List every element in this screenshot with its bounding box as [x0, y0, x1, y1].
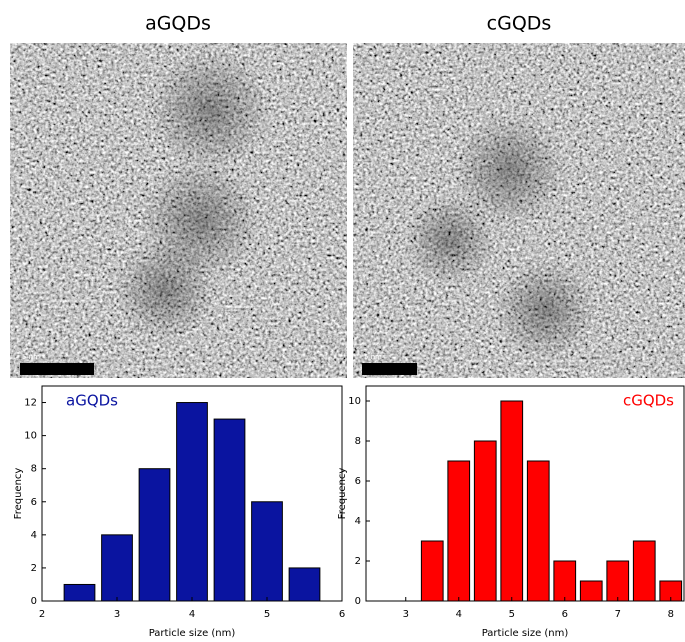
- x-tick-label: 4: [456, 609, 462, 620]
- x-axis-label: Particle size (nm): [482, 628, 569, 639]
- bar: [213, 418, 246, 602]
- y-tick-label: 10: [24, 431, 37, 442]
- bar: [101, 534, 133, 602]
- y-tick-label: 6: [31, 497, 37, 508]
- bar: [526, 460, 550, 602]
- y-axis-label: Frequency: [337, 468, 348, 520]
- y-tick-label: 4: [31, 530, 37, 541]
- scale-bar-label: 5 nm: [364, 353, 382, 361]
- plot-frame: [365, 385, 685, 602]
- x-tick-label: 8: [668, 609, 674, 620]
- x-tick-label: 3: [403, 609, 409, 620]
- x-tick-label: 4: [189, 609, 195, 620]
- bar: [63, 583, 96, 602]
- scale-bar-label: 5 nm: [22, 353, 40, 361]
- bar: [288, 567, 321, 602]
- y-tick-label: 0: [31, 596, 37, 607]
- y-tick-label: 8: [355, 436, 361, 447]
- bar: [500, 400, 524, 602]
- legend-label: cGQDs: [623, 392, 674, 410]
- bar: [251, 501, 283, 602]
- bar: [447, 460, 471, 602]
- y-tick-label: 10: [348, 396, 361, 407]
- y-tick-label: 2: [31, 563, 37, 574]
- x-axis-label: Particle size (nm): [149, 628, 236, 639]
- bar: [138, 468, 171, 602]
- bar: [579, 580, 603, 602]
- x-tick-label: 5: [264, 609, 270, 620]
- y-tick-label: 12: [24, 398, 37, 409]
- bar: [606, 560, 630, 602]
- bar: [473, 440, 497, 602]
- bar: [176, 402, 208, 602]
- image-title: aGQDs: [145, 13, 211, 35]
- tem-image: 5 nm: [353, 43, 685, 378]
- bar: [632, 540, 656, 602]
- y-tick-label: 4: [355, 516, 361, 527]
- y-tick-label: 8: [31, 464, 37, 475]
- x-tick-label: 6: [339, 609, 345, 620]
- x-tick-label: 6: [562, 609, 568, 620]
- y-axis-label: Frequency: [13, 468, 24, 520]
- tem-image: 5 nm: [10, 43, 347, 378]
- bar: [553, 560, 577, 602]
- x-tick-label: 2: [39, 609, 45, 620]
- y-tick-label: 2: [355, 556, 361, 567]
- image-title: cGQDs: [487, 13, 552, 35]
- bar: [420, 540, 444, 602]
- y-tick-label: 0: [355, 596, 361, 607]
- x-tick-label: 3: [114, 609, 120, 620]
- x-tick-label: 5: [509, 609, 515, 620]
- y-tick-label: 6: [355, 476, 361, 487]
- legend-label: aGQDs: [66, 392, 118, 410]
- x-tick-label: 7: [615, 609, 621, 620]
